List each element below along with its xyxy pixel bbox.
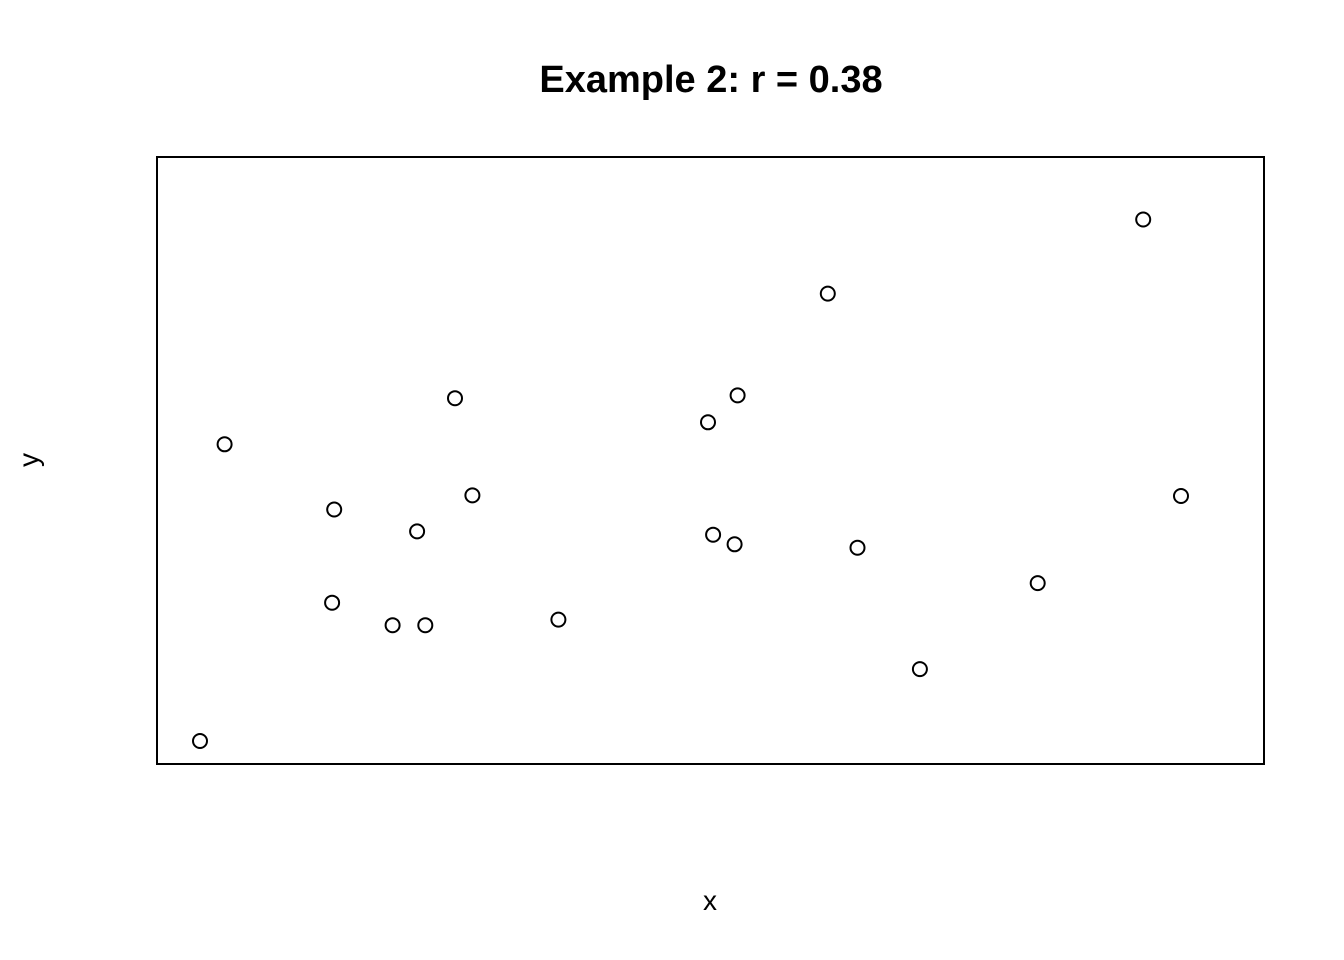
data-point-7	[417, 617, 434, 634]
data-point-4	[326, 501, 343, 518]
data-point-10	[550, 611, 567, 628]
data-points	[192, 211, 1189, 749]
data-point-8	[447, 390, 463, 407]
data-point-19	[1135, 211, 1152, 228]
data-point-6	[409, 523, 426, 540]
data-point-1	[192, 733, 208, 749]
plot-frame	[156, 156, 1265, 765]
data-point-5	[384, 617, 401, 634]
data-point-14	[729, 387, 746, 404]
data-point-2	[216, 436, 233, 453]
chart-title: Example 2: r = 0.38	[539, 59, 882, 101]
data-point-20	[1173, 488, 1189, 504]
data-point-17	[911, 661, 928, 678]
data-point-12	[705, 526, 722, 543]
data-point-18	[1029, 575, 1046, 592]
data-point-3	[324, 594, 341, 611]
data-point-9	[464, 487, 481, 504]
data-point-16	[849, 539, 866, 556]
x-axis-label: x	[703, 885, 717, 916]
data-point-11	[700, 414, 716, 431]
data-point-15	[819, 285, 836, 302]
y-axis-label: y	[13, 453, 44, 467]
data-point-13	[726, 536, 743, 553]
